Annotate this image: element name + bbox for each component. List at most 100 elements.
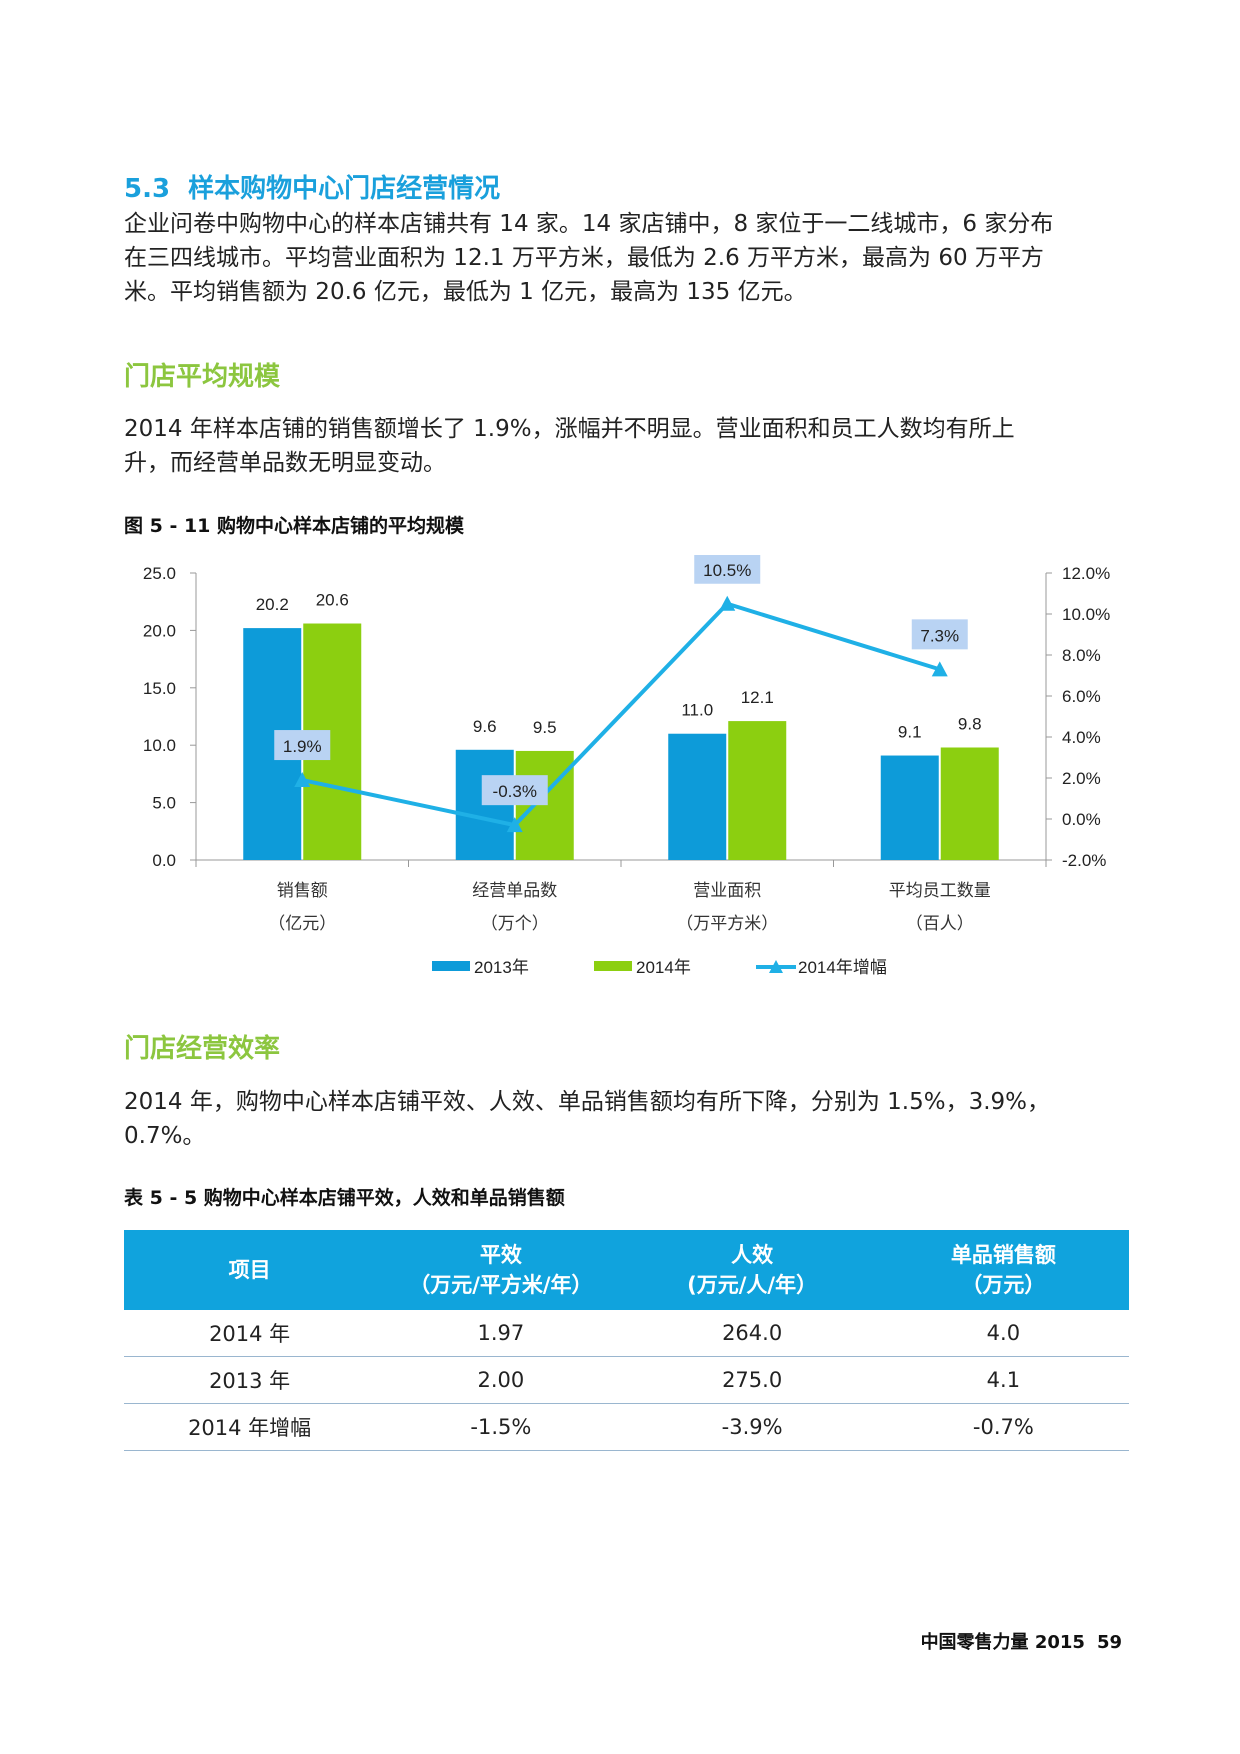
intro-line: 在三四线城市。平均营业面积为 12.1 万平方米，最低为 2.6 万平方米，最高… [124, 245, 1044, 271]
average-scale-chart: 0.0 5.0 10.0 15.0 20.0 25.0 -2.0% 0.0% 2.0% 4.0% 6… [143, 555, 1110, 977]
category-unit-label: （万平方米） [676, 914, 778, 933]
figure-caption: 图 5 - 11 购物中心样本店铺的平均规模 [124, 515, 465, 537]
growth-point-marker [931, 661, 948, 677]
header-line: 单品销售额 [950, 1243, 1056, 1267]
header-line: 平效 [479, 1243, 522, 1267]
intro-paragraph: 企业问卷中购物中心的样本店铺共有 14 家。14 家店铺中，8 家位于一二线城市… [124, 207, 1124, 309]
right-tick-label: 0.0% [1062, 810, 1101, 829]
growth-point-marker [506, 817, 523, 833]
page-number: 59 [1096, 1632, 1122, 1653]
table-row: 2014 年增幅 -1.5% -3.9% -0.7% [124, 1403, 1129, 1451]
bar-value-label: 20.2 [256, 595, 289, 614]
table-cell: -1.5% [375, 1403, 627, 1451]
table-cell: -0.7% [877, 1403, 1129, 1451]
footer-title: 中国零售力量 2015 [920, 1632, 1085, 1653]
header-sales-per-area: 平效 （万元/平方米/年） [375, 1230, 627, 1310]
right-tick-label: 2.0% [1062, 769, 1101, 788]
header-line: （万元/平方米/年） [409, 1273, 593, 1297]
header-line: (万元/人/年） [687, 1273, 818, 1297]
efficiency-line: 0.7%。 [124, 1123, 206, 1149]
right-tick-label: 6.0% [1062, 687, 1101, 706]
bar-value-label: 9.1 [898, 723, 922, 742]
bar-2014 [728, 721, 787, 860]
category-unit-label: （百人） [906, 914, 974, 933]
bar-value-label: 12.1 [741, 688, 774, 707]
table-row: 2014 年 1.97 264.0 4.0 [124, 1310, 1129, 1357]
table-row: 2013 年 2.00 275.0 4.1 [124, 1356, 1129, 1404]
section-title-text: 样本购物中心门店经营情况 [188, 174, 501, 204]
legend-swatch-2014 [594, 961, 632, 971]
bar-value-label: 9.5 [533, 718, 557, 737]
header-line: 项目 [228, 1258, 271, 1282]
growth-value-label: 10.5% [703, 561, 751, 580]
page-footer: 中国零售力量 2015 59 [909, 1628, 1122, 1654]
growth-label-box [694, 555, 761, 584]
bar-value-label: 9.8 [958, 714, 982, 733]
bar-2013 [880, 755, 939, 860]
bar-value-label: 20.6 [316, 591, 349, 610]
legend-label: 2013年 [474, 958, 529, 977]
scale-line: 2014 年样本店铺的销售额增长了 1.9%，涨幅并不明显。营业面积和员工人数均… [124, 416, 1015, 442]
category-label: 经营单品数 [472, 881, 557, 900]
left-tick-label: 25.0 [143, 564, 176, 583]
right-tick-label: 8.0% [1062, 646, 1101, 665]
legend-label: 2014年增幅 [798, 958, 887, 977]
legend-swatch-2013 [432, 961, 470, 971]
scale-line: 升，而经营单品数无明显变动。 [124, 450, 446, 476]
section-number: 5.3 [124, 174, 171, 204]
subsection-title-efficiency: 门店经营效率 [124, 1034, 281, 1064]
right-tick-label: 12.0% [1062, 564, 1110, 583]
growth-value-label: -0.3% [493, 782, 537, 801]
header-line: （万元） [961, 1273, 1046, 1297]
bar-value-label: 11.0 [681, 701, 713, 720]
category-unit-label: （万个） [481, 914, 549, 933]
bar-value-label: 9.6 [473, 717, 497, 736]
category-unit-label: （亿元） [268, 914, 336, 933]
category-label: 销售额 [277, 881, 328, 900]
right-tick-label: 10.0% [1062, 605, 1110, 624]
growth-value-label: 1.9% [283, 737, 322, 756]
table-caption: 表 5 - 5 购物中心样本店铺平效，人效和单品销售额 [124, 1187, 565, 1209]
table-cell: 2014 年增幅 [124, 1403, 376, 1451]
category-label: 平均员工数量 [889, 881, 991, 900]
section-title: 5.3 样本购物中心门店经营情况 [124, 168, 500, 205]
table-cell: 2014 年 [124, 1310, 376, 1357]
table-cell: 264.0 [626, 1310, 878, 1357]
growth-label-box [911, 619, 968, 650]
table-cell: 2.00 [375, 1356, 627, 1404]
growth-value-label: 7.3% [920, 626, 959, 645]
efficiency-line: 2014 年，购物中心样本店铺平效、人效、单品销售额均有所下降，分别为 1.5%… [124, 1089, 1051, 1115]
bar-2013 [668, 733, 727, 860]
intro-line: 企业问卷中购物中心的样本店铺共有 14 家。14 家店铺中，8 家位于一二线城市… [124, 211, 1054, 237]
category-label: 营业面积 [693, 881, 761, 900]
left-tick-label: 15.0 [143, 679, 176, 698]
growth-point-marker [719, 595, 736, 611]
table-cell: 4.0 [877, 1310, 1129, 1357]
table-cell: 2013 年 [124, 1356, 376, 1404]
right-tick-label: 4.0% [1062, 728, 1101, 747]
intro-line: 米。平均销售额为 20.6 亿元，最低为 1 亿元，最高为 135 亿元。 [124, 279, 807, 305]
left-tick-label: 20.0 [143, 621, 176, 640]
legend-marker-growth [769, 960, 783, 973]
header-sales-per-staff: 人效 (万元/人/年） [626, 1230, 878, 1310]
header-line: 人效 [731, 1243, 774, 1267]
growth-label-box [481, 775, 548, 806]
table-header-row: 项目 平效 （万元/平方米/年） 人效 (万元/人/年） 单品销售额 （万元） [124, 1230, 1129, 1310]
growth-point-marker [294, 772, 311, 788]
table-cell: 275.0 [626, 1356, 878, 1404]
bar-2014 [515, 750, 574, 860]
left-tick-label: 5.0 [152, 794, 176, 813]
right-tick-label: -2.0% [1062, 851, 1106, 870]
growth-label-box [274, 730, 331, 761]
left-tick-label: 0.0 [152, 851, 176, 870]
legend-label: 2014年 [636, 958, 691, 977]
table-cell: 1.97 [375, 1310, 627, 1357]
left-tick-label: 10.0 [143, 736, 176, 755]
table-cell: 4.1 [877, 1356, 1129, 1404]
header-sales-per-sku: 单品销售额 （万元） [877, 1230, 1129, 1310]
subsection-title-scale: 门店平均规模 [124, 362, 281, 392]
bar-2014 [940, 747, 999, 860]
scale-paragraph: 2014 年样本店铺的销售额增长了 1.9%，涨幅并不明显。营业面积和员工人数均… [124, 412, 1124, 480]
growth-line [301, 601, 941, 828]
efficiency-paragraph: 2014 年，购物中心样本店铺平效、人效、单品销售额均有所下降，分别为 1.5%… [124, 1085, 1124, 1153]
